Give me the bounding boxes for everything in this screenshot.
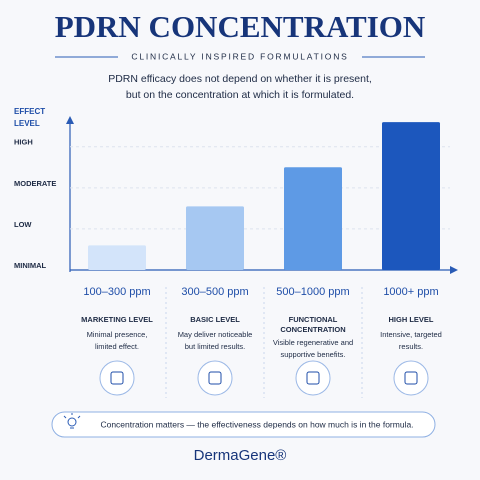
y-tick-label: MINIMAL [14,261,46,270]
level: FUNCTIONAL CONCENTRATION [280,315,346,334]
y-tick-label: MODERATE [14,179,56,188]
bar [382,122,440,270]
level-description: Intensive, targeted results. [380,330,442,351]
bar [284,167,342,270]
level: HIGH LEVEL [388,315,434,324]
description: PDRN efficacy does not depend on whether… [108,73,372,85]
bar [88,245,146,270]
level-description: May deliver noticeable but limited resul… [177,330,253,351]
subtitle: CLINICALLY INSPIRED FORMULATIONS [131,51,348,61]
y-tick-label: LOW [14,220,32,229]
level: MARKETING LEVEL [81,315,153,324]
x-tick-label: 300–500 ppm [181,286,248,298]
icon-circle [99,360,135,396]
note-box [51,411,436,438]
x-tick-label: 100–300 ppm [83,286,150,298]
icon-circle [295,360,331,396]
title: PDRN CONCENTRATION [55,9,426,44]
note: Concentration matters — the effectivenes… [100,419,413,429]
level-description: Minimal presence, limited effect. [86,330,148,351]
bulb-icon [63,413,81,429]
icon [208,371,222,385]
y-tick-label: HIGH [14,138,33,147]
description: but on the concentration at which it is … [126,89,354,101]
icon [404,371,418,385]
arrow [66,116,74,124]
level-description: Visible regenerative and supportive bene… [272,338,354,359]
level: BASIC LEVEL [190,315,240,324]
icon-circle [197,360,233,396]
y-axis-label: EFFECT LEVEL [14,107,46,128]
icon-circle [393,360,429,396]
arrow [450,266,458,274]
icon [306,371,320,385]
x-tick-label: 1000+ ppm [383,286,438,298]
bar [186,206,244,270]
brand: DermaGene® [194,447,287,464]
icon [110,371,124,385]
x-tick-label: 500–1000 ppm [276,286,349,298]
